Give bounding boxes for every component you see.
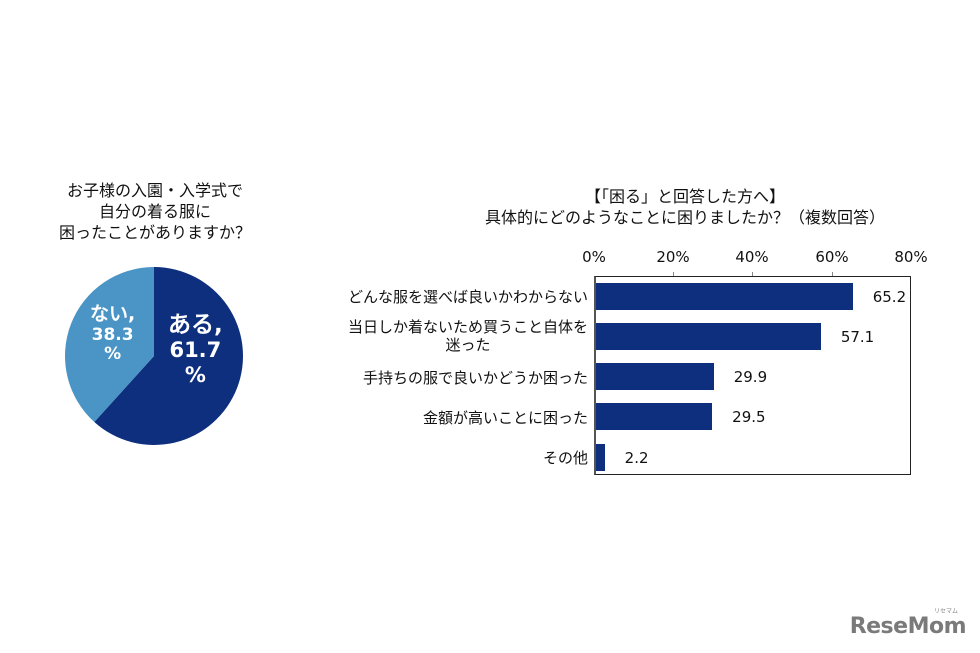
category-label: 当日しか着ないため買うこと自体を 迷った (348, 318, 588, 354)
bar (596, 363, 714, 390)
category-label: 手持ちの服で良いかどうか困った (363, 369, 588, 387)
pie-label-yes-value: 61.7 (169, 338, 222, 363)
pie-label-yes-unit: % (184, 362, 206, 387)
bar-chart-title: 【「困る」と回答した方へ】 具体的にどのようなことに困りましたか？（複数回答） (420, 186, 950, 228)
resemom-logo: ReseMom (849, 614, 967, 639)
category-label-line: 金額が高いことに困った (422, 409, 588, 427)
pie-slice-yes (94, 267, 243, 445)
category-label: 金額が高いことに困った (423, 409, 588, 427)
category-label: どんな服を選べば良いかわからない (348, 288, 588, 306)
category-label-line: どんな服を選べば良いかわからない (347, 288, 588, 306)
bar-value-label: 65.2 (872, 288, 907, 306)
bar (596, 444, 605, 471)
pie-label-yes-name: ある, (168, 312, 223, 338)
bar (596, 403, 713, 430)
pie-title-line-2: 自分の着る服に (98, 202, 211, 221)
bar-title-line-2: 具体的にどのようなことに困りましたか？（複数回答） (484, 208, 885, 227)
x-tick-20: 20% (656, 248, 690, 266)
x-tick-mark (673, 272, 674, 277)
category-label-line: その他 (542, 449, 588, 467)
x-tick-mark (832, 272, 833, 277)
pie-label-no-unit: % (104, 344, 122, 365)
pie-slice-no (65, 267, 154, 423)
x-tick-0: 0% (582, 248, 606, 266)
category-label-line: 迷った (445, 336, 491, 354)
x-tick-80: 80% (894, 248, 928, 266)
x-tick-60: 60% (815, 248, 849, 266)
bar-value-label: 29.5 (732, 408, 766, 426)
pie-title-line-3: 困ったことがありますか？ (58, 223, 251, 242)
pie-chart-title: お子様の入園・入学式で 自分の着る服に 困ったことがありますか？ (20, 180, 290, 243)
bar-value-label: 29.9 (733, 368, 768, 386)
category-label-line: 当日しか着ないため買うこと自体を (347, 318, 588, 336)
logo-subtext: リセマム (933, 608, 958, 615)
bar-value-label: 57.1 (840, 328, 875, 346)
pie-chart (65, 267, 243, 445)
x-tick-mark (752, 272, 753, 277)
category-label-line: 手持ちの服で良いかどうか困った (362, 369, 588, 387)
bar (596, 283, 853, 310)
bar (596, 323, 821, 350)
pie-label-yes: ある, 61.7 % (168, 312, 223, 387)
category-label: その他 (543, 449, 588, 467)
bar-title-line-1: 【「困る」と回答した方へ】 (584, 187, 785, 206)
bar-value-label: 2.2 (624, 449, 649, 467)
pie-label-no-value: 38.3 (91, 324, 134, 345)
x-tick-40: 40% (735, 248, 769, 266)
pie-label-no-name: ない, (90, 303, 136, 325)
pie-label-no: ない, 38.3 % (90, 303, 136, 365)
pie-title-line-1: お子様の入園・入学式で (66, 181, 243, 200)
bar-plot-area (594, 276, 911, 475)
